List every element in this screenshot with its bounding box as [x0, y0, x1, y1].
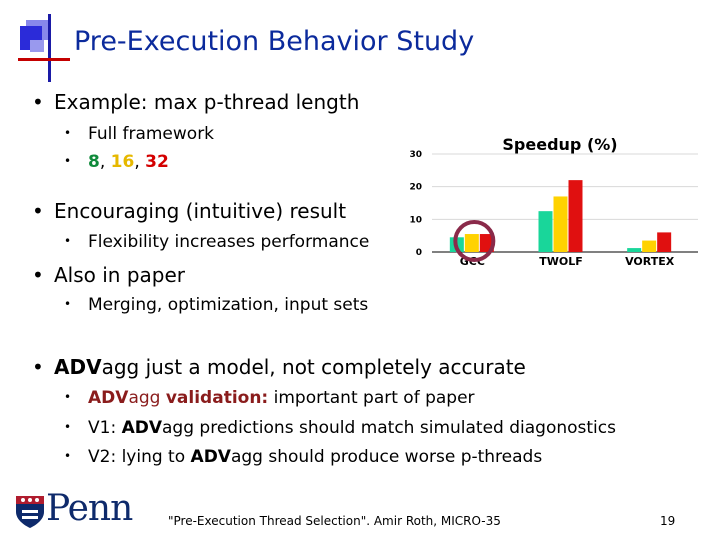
sub-bullet-text: agg: [128, 388, 166, 408]
bar-vortex-series-0: [627, 248, 642, 252]
highlight-circle: [453, 220, 496, 262]
bar-gcc-series-1: [464, 234, 479, 252]
sub-bullet-text: important part of paper: [268, 388, 475, 408]
value-32: 32: [145, 152, 169, 172]
y-tick-label: 20: [409, 183, 422, 193]
validation-bold: validation:: [165, 388, 269, 408]
bullet-item: • Also in paper: [32, 263, 186, 287]
slide-title: Pre-Execution Behavior Study: [74, 26, 475, 57]
sub-bullet-text: V2: lying to: [88, 447, 191, 467]
bullet-text: Example: max p-thread length: [54, 90, 360, 114]
sub-bullet-item: • V2: lying to ADVagg should produce wors…: [64, 447, 543, 467]
bar-twolf-series-1: [553, 196, 568, 252]
bar-twolf-series-2: [568, 180, 583, 252]
title-decoration-vertical-line: [48, 14, 51, 82]
sub-bullet-item: • V1: ADVagg predictions should match sim…: [64, 418, 616, 438]
bullet-text: Also in paper: [54, 263, 186, 287]
sub-bullet-item: • Merging, optimization, input sets: [64, 295, 369, 315]
x-tick-label: TWOLF: [539, 255, 583, 268]
footer-citation: "Pre-Execution Thread Selection". Amir R…: [168, 514, 501, 528]
bullet-item: • Example: max p-thread length: [32, 90, 360, 114]
chart-title: Speedup (%): [502, 135, 617, 154]
y-tick-label: 30: [409, 150, 422, 160]
y-tick-label: 10: [409, 215, 422, 225]
sub-bullet-item: • Flexibility increases performance: [64, 232, 370, 252]
sub-bullet-text: Flexibility increases performance: [88, 232, 370, 252]
value-16: 16: [110, 152, 135, 172]
title-decoration-square: [30, 40, 44, 52]
sub-bullet-text: agg predictions should match simulated d…: [162, 418, 616, 438]
sub-bullet-item: • Full framework: [64, 124, 215, 144]
bullet-text: Encouraging (intuitive) result: [54, 199, 347, 223]
title-decoration-horizontal-line: [18, 58, 70, 61]
sub-bullet-item: • ADVagg validation: important part of pa…: [64, 388, 475, 408]
bullet-text: agg just a model, not completely accurat…: [101, 355, 526, 379]
bullet-item: • Encouraging (intuitive) result: [32, 199, 347, 223]
sub-bullet-text: agg should produce worse p-threads: [230, 447, 543, 467]
bar-vortex-series-1: [642, 240, 657, 252]
sub-bullet-text: Full framework: [88, 124, 215, 144]
separator: ,: [99, 152, 111, 172]
sub-bullet-text: V1:: [88, 418, 122, 438]
adv-bold: ADV: [190, 447, 231, 467]
x-tick-label: VORTEX: [625, 255, 675, 268]
page-number: 19: [660, 514, 676, 528]
value-8: 8: [88, 152, 100, 172]
adv-bold: ADV: [54, 355, 102, 379]
adv-bold: ADV: [121, 418, 163, 438]
sub-bullet-item: • 8, 16, 32: [64, 152, 169, 172]
bullet-item: • ADVagg just a model, not completely acc…: [32, 355, 526, 379]
y-tick-label: 0: [416, 248, 422, 258]
sub-bullet-text: Merging, optimization, input sets: [88, 295, 369, 315]
penn-shield-icon: [16, 496, 44, 528]
penn-logo-text: Penn: [46, 488, 133, 529]
bar-twolf-series-0: [538, 211, 553, 252]
adv-bold: ADV: [88, 388, 129, 408]
separator: ,: [134, 152, 146, 172]
bar-vortex-series-2: [657, 232, 672, 252]
